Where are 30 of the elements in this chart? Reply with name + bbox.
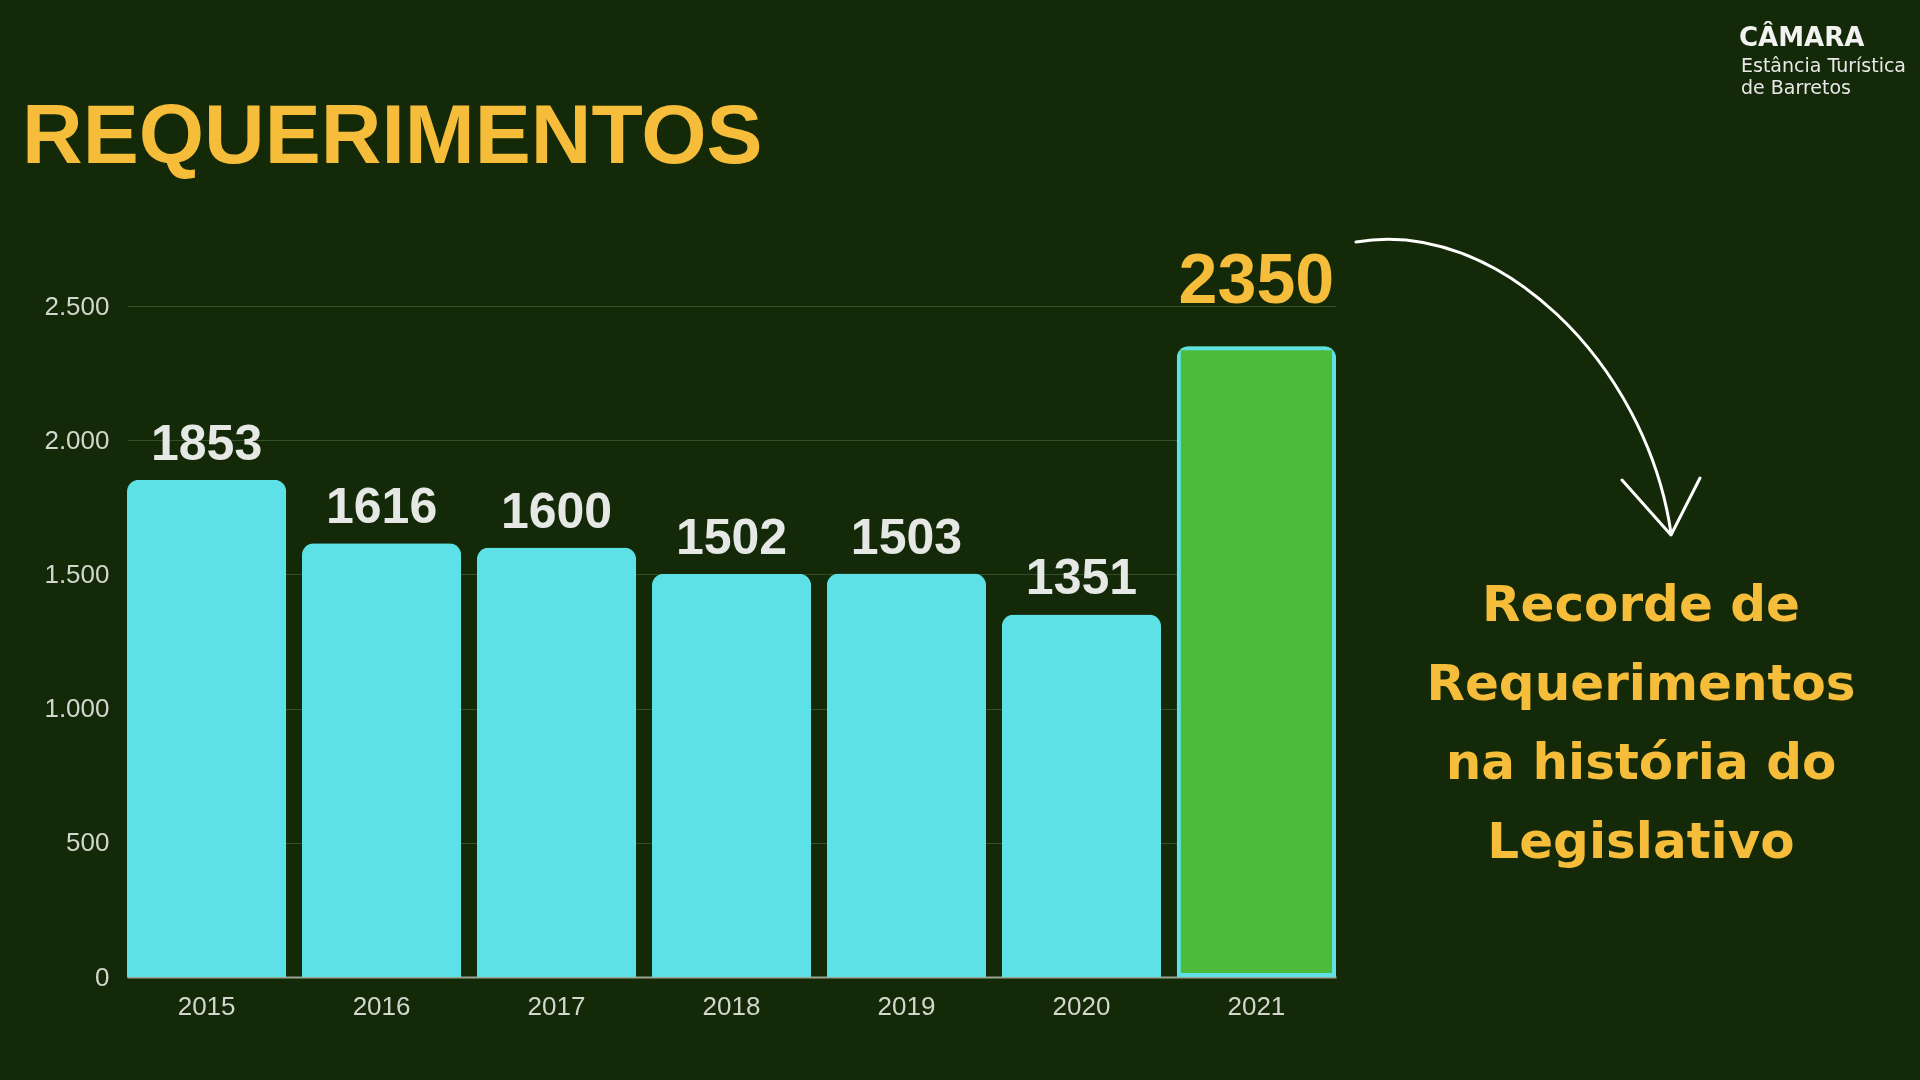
text: Estância Turística de Barretos bbox=[1741, 54, 1907, 98]
bar bbox=[476, 547, 637, 977]
x-tick-label: 2017 bbox=[527, 990, 586, 1021]
data-label: 1600 bbox=[500, 482, 613, 539]
bar bbox=[1001, 614, 1162, 977]
bar bbox=[651, 573, 812, 977]
x-tick-label: 2016 bbox=[352, 990, 411, 1021]
data-label: 1351 bbox=[1025, 549, 1138, 606]
y-tick-label: 1.000 bbox=[44, 693, 110, 724]
data-label: 1616 bbox=[325, 478, 438, 535]
y-tick-label: 1.500 bbox=[44, 558, 110, 589]
chart-title: REQUERIMENTOS bbox=[22, 87, 763, 181]
y-tick-label: 2.000 bbox=[44, 424, 110, 455]
x-tick-label: 2018 bbox=[702, 990, 761, 1021]
text: Recorde de Requerimentos na história do Legislativo bbox=[1426, 575, 1856, 870]
data-label: 1503 bbox=[850, 508, 963, 565]
y-tick-label: 0 bbox=[95, 961, 110, 992]
text: CÂMARA bbox=[1739, 21, 1865, 52]
data-label: 1853 bbox=[150, 414, 263, 471]
x-tick-label: 2019 bbox=[877, 990, 936, 1021]
y-tick-label: 500 bbox=[66, 827, 110, 858]
x-tick-label: 2021 bbox=[1227, 990, 1286, 1021]
bar bbox=[301, 543, 462, 977]
data-label: 2350 bbox=[1178, 240, 1335, 319]
y-tick-label: 2.500 bbox=[44, 290, 110, 321]
bar bbox=[127, 479, 287, 977]
data-label: 1502 bbox=[675, 508, 788, 565]
x-tick-label: 2015 bbox=[177, 990, 236, 1021]
x-tick-label: 2020 bbox=[1052, 990, 1111, 1021]
bar bbox=[826, 573, 987, 977]
